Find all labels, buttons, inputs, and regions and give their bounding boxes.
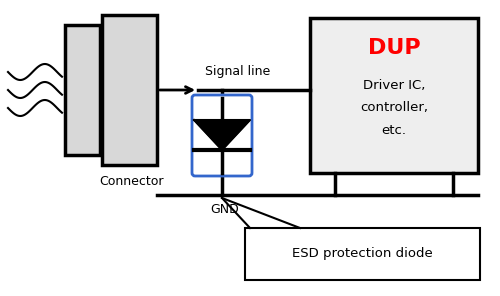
Bar — [65, 25, 100, 155]
Text: Connector: Connector — [100, 175, 164, 188]
Text: DUP: DUP — [368, 38, 420, 58]
Text: Signal line: Signal line — [205, 65, 270, 78]
Text: controller,: controller, — [360, 102, 428, 115]
Text: GND: GND — [210, 203, 239, 216]
Text: ESD protection diode: ESD protection diode — [292, 247, 433, 260]
Bar — [102, 15, 157, 165]
Text: etc.: etc. — [382, 125, 406, 138]
Bar — [310, 18, 478, 173]
Polygon shape — [194, 120, 250, 150]
Bar — [245, 228, 480, 280]
FancyBboxPatch shape — [192, 95, 252, 176]
Text: Driver IC,: Driver IC, — [363, 78, 425, 91]
